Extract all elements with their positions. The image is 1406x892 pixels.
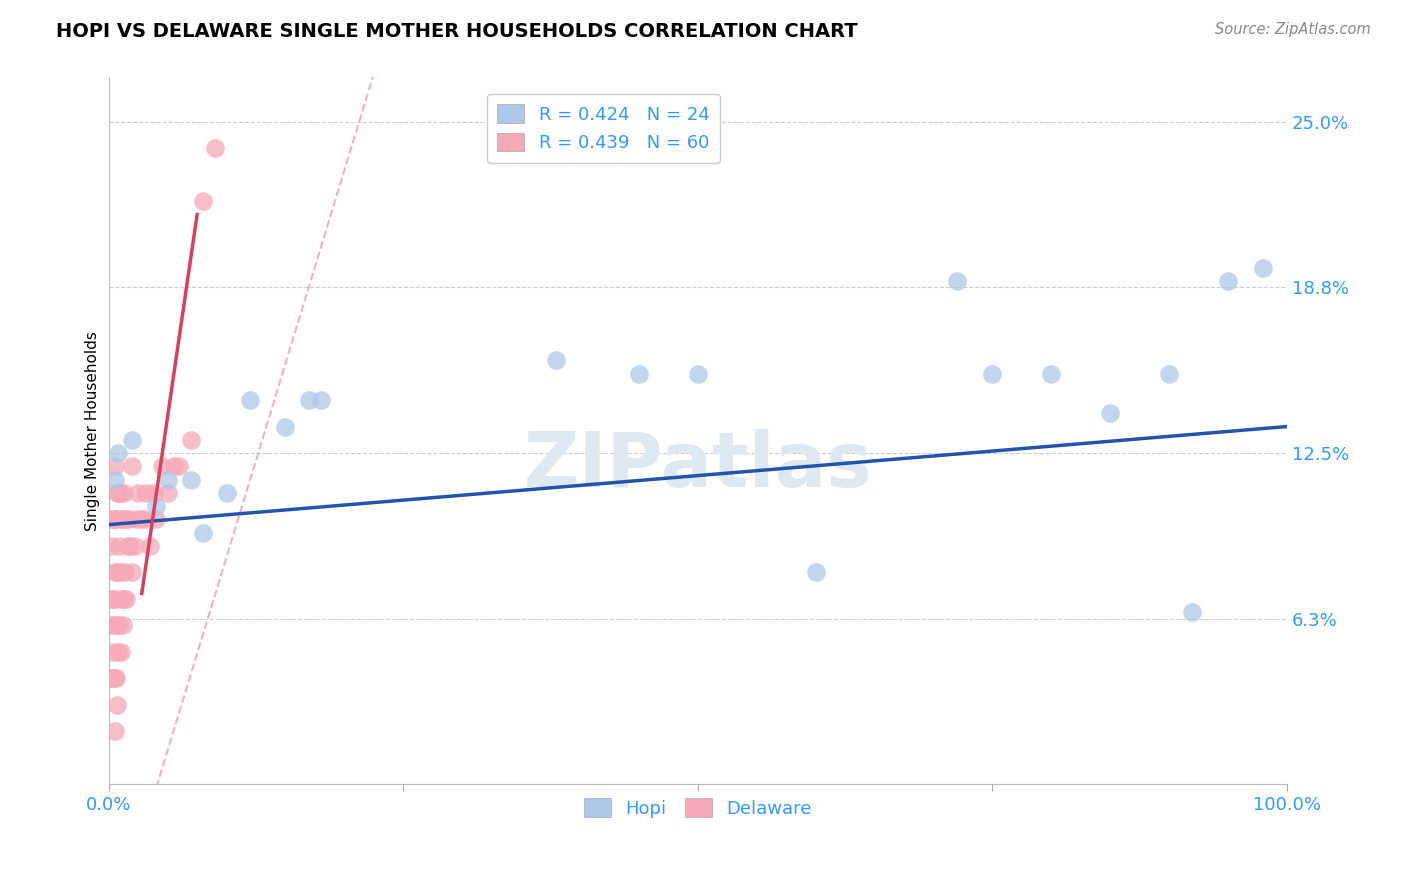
Point — [118, 512, 141, 526]
Point — [981, 367, 1004, 381]
Point — [117, 539, 139, 553]
Point — [115, 512, 138, 526]
Point — [215, 486, 238, 500]
Point — [162, 459, 184, 474]
Point — [107, 486, 129, 500]
Point — [104, 672, 127, 686]
Point — [104, 566, 127, 580]
Point — [103, 591, 125, 606]
Point — [139, 539, 162, 553]
Point — [156, 486, 179, 500]
Point — [110, 566, 132, 580]
Point — [145, 512, 167, 526]
Point — [104, 672, 127, 686]
Point — [129, 512, 152, 526]
Point — [132, 512, 155, 526]
Point — [104, 591, 127, 606]
Point — [125, 512, 148, 526]
Point — [104, 512, 127, 526]
Legend: Hopi, Delaware: Hopi, Delaware — [576, 791, 818, 825]
Point — [298, 392, 321, 407]
Point — [1098, 406, 1121, 420]
Point — [112, 591, 135, 606]
Point — [111, 512, 134, 526]
Point — [107, 566, 129, 580]
Point — [169, 459, 191, 474]
Point — [107, 645, 129, 659]
Point — [274, 419, 297, 434]
Point — [1251, 260, 1274, 275]
Point — [124, 539, 146, 553]
Point — [101, 645, 124, 659]
Point — [1157, 367, 1180, 381]
Point — [100, 539, 122, 553]
Point — [111, 512, 134, 526]
Point — [110, 645, 132, 659]
Point — [104, 724, 127, 739]
Text: ZIPatlas: ZIPatlas — [523, 429, 872, 503]
Point — [121, 459, 143, 474]
Point — [111, 591, 134, 606]
Point — [1216, 274, 1239, 288]
Point — [105, 698, 128, 712]
Point — [145, 499, 167, 513]
Text: HOPI VS DELAWARE SINGLE MOTHER HOUSEHOLDS CORRELATION CHART: HOPI VS DELAWARE SINGLE MOTHER HOUSEHOLD… — [56, 22, 858, 41]
Point — [239, 392, 262, 407]
Point — [115, 591, 138, 606]
Point — [1181, 605, 1204, 619]
Point — [804, 566, 827, 580]
Point — [121, 433, 143, 447]
Point — [686, 367, 709, 381]
Point — [946, 274, 969, 288]
Point — [191, 194, 214, 209]
Point — [191, 525, 214, 540]
Point — [100, 618, 122, 632]
Point — [108, 618, 131, 632]
Point — [105, 618, 128, 632]
Point — [111, 618, 134, 632]
Point — [142, 486, 165, 500]
Point — [104, 618, 127, 632]
Point — [150, 459, 173, 474]
Point — [104, 512, 127, 526]
Text: Source: ZipAtlas.com: Source: ZipAtlas.com — [1215, 22, 1371, 37]
Point — [546, 353, 568, 368]
Point — [107, 446, 129, 460]
Point — [121, 566, 143, 580]
Point — [101, 512, 124, 526]
Point — [309, 392, 332, 407]
Point — [105, 566, 128, 580]
Point — [103, 672, 125, 686]
Point — [100, 672, 122, 686]
Point — [1040, 367, 1063, 381]
Point — [204, 141, 226, 155]
Point — [627, 367, 650, 381]
Point — [104, 459, 127, 474]
Point — [108, 539, 131, 553]
Point — [118, 539, 141, 553]
Point — [112, 486, 135, 500]
Point — [101, 591, 124, 606]
Point — [103, 512, 125, 526]
Point — [114, 566, 136, 580]
Point — [156, 473, 179, 487]
Point — [105, 486, 128, 500]
Y-axis label: Single Mother Households: Single Mother Households — [86, 331, 100, 531]
Point — [180, 433, 202, 447]
Point — [180, 473, 202, 487]
Point — [127, 486, 149, 500]
Point — [110, 486, 132, 500]
Point — [135, 486, 157, 500]
Point — [104, 473, 127, 487]
